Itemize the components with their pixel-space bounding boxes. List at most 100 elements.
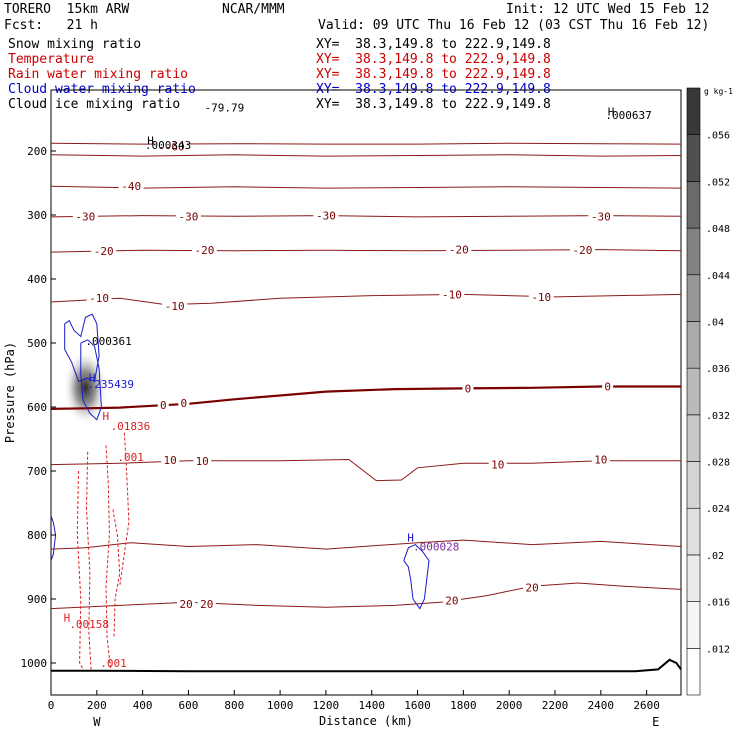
- cloud-water-contour: [50, 515, 57, 561]
- temperature-contour-label: -30: [179, 210, 199, 223]
- temperature-contour: [50, 539, 682, 550]
- rain-mixing-contour: [119, 432, 130, 587]
- rain-mixing-contour: [76, 470, 84, 670]
- x-tick-label: 2200: [542, 699, 569, 712]
- x-tick-label: 1200: [313, 699, 340, 712]
- plot-frame: [50, 89, 682, 696]
- colorbar-swatch: [686, 87, 701, 135]
- temperature-contour: [50, 185, 682, 189]
- cloud-water-contour: [80, 339, 102, 421]
- x-tick-label: 2600: [633, 699, 660, 712]
- temperature-contour-label: -30: [316, 210, 336, 223]
- cloud-ice-max-label: .000637: [605, 109, 651, 122]
- snow-max-marker: H: [147, 135, 154, 148]
- rain-label: .01836: [111, 420, 151, 433]
- temperature-contour-label: 20: [200, 598, 213, 611]
- temperature-contour: [50, 582, 682, 610]
- west-label: W: [93, 715, 101, 729]
- cloud-water-label: .000361: [85, 335, 131, 348]
- colorbar-swatch: [686, 507, 701, 556]
- contour-value-label: -79.79: [204, 101, 244, 114]
- x-tick-label: 1800: [450, 699, 477, 712]
- temperature-contour-label: -60: [165, 141, 185, 154]
- field-name-snow: Snow mixing ratio: [8, 37, 142, 52]
- rain-label: .00158: [69, 618, 109, 631]
- rain-mixing-contour: [85, 451, 92, 670]
- cloud-water-contour: [403, 544, 430, 610]
- colorbar-tick-label: .028: [706, 458, 730, 469]
- terrain-line: [51, 658, 682, 673]
- temperature-contour-label: -20: [449, 244, 469, 257]
- colorbar-tick-label: .016: [706, 598, 730, 609]
- temperature-contour-label: 0: [604, 381, 611, 394]
- temperature-contour-label: 10: [164, 454, 177, 467]
- colorbar-tick-label: .032: [706, 411, 730, 422]
- temperature-contour-label: -10: [165, 300, 185, 313]
- temperature-contour-label: 0: [181, 397, 188, 410]
- y-tick-label: 600: [27, 401, 47, 414]
- center-label: NCAR/MMM: [222, 2, 285, 17]
- y-tick-label: 800: [27, 529, 47, 542]
- temperature-contour: [50, 385, 681, 410]
- y-tick-label: 400: [27, 273, 47, 286]
- cloud-water-label: .000028: [413, 540, 459, 553]
- temperature-contour-label: -40: [121, 180, 141, 193]
- colorbar-swatch: [686, 274, 701, 322]
- temperature-contour-label: -10: [442, 288, 462, 301]
- temperature-contour-label: 0: [465, 382, 472, 395]
- east-label: E: [652, 715, 659, 729]
- field-name-temperature: Temperature: [8, 52, 95, 67]
- snow-max-label: .000343: [145, 139, 191, 152]
- temperature-contour-label: -20: [94, 245, 114, 258]
- colorbar-swatch: [686, 367, 701, 416]
- temperature-contour: [50, 458, 681, 482]
- x-axis-label: Distance (km): [319, 714, 413, 728]
- rain-max-marker: H: [64, 611, 71, 624]
- temperature-contour-label: -10: [531, 291, 551, 304]
- field-name-rain: Rain water mixing ratio: [8, 67, 189, 82]
- init-time: Init: 12 UTC Wed 15 Feb 12: [506, 2, 710, 17]
- temperature-contour-label: 20: [180, 598, 193, 611]
- temperature-contour-label: -10: [89, 292, 109, 305]
- rain-max-marker: H: [103, 410, 110, 423]
- x-tick-label: 2000: [496, 699, 523, 712]
- temperature-contour-label: -20: [195, 244, 215, 257]
- colorbar-swatch: [686, 461, 701, 509]
- x-tick-label: 1600: [404, 699, 431, 712]
- temperature-contour-label: -30: [75, 210, 95, 223]
- x-tick-label: 1000: [267, 699, 294, 712]
- x-tick-label: 200: [87, 699, 107, 712]
- temperature-contour-label: 0: [160, 399, 167, 412]
- x-tick-label: 400: [133, 699, 153, 712]
- cloud-water-max-label: .235439: [88, 378, 134, 391]
- temperature-contour: [50, 154, 682, 157]
- field-xy-snow: XY= 38.3,149.8 to 222.9,149.8: [316, 37, 551, 52]
- rain-label: .001: [117, 451, 144, 464]
- cloud-water-max-marker: H: [407, 531, 414, 544]
- valid-time: Valid: 09 UTC Thu 16 Feb 12 (03 CST Thu …: [318, 18, 710, 33]
- temperature-contour-label: 20: [445, 594, 458, 607]
- y-tick-label: 1000: [21, 657, 48, 670]
- colorbar-swatch: [686, 134, 701, 182]
- colorbar-tick-label: .024: [706, 504, 730, 515]
- y-tick-label: 300: [27, 209, 47, 222]
- forecast-hour: Fcst: 21 h: [4, 18, 98, 33]
- colorbar-unit-label: g kg-1: [704, 87, 733, 96]
- colorbar-tick-label: .048: [706, 224, 730, 235]
- temperature-contour-label: 10: [491, 459, 504, 472]
- colorbar-tick-label: .036: [706, 364, 730, 375]
- rain-mixing-contour: [112, 509, 121, 638]
- colorbar-swatch: [686, 601, 701, 649]
- y-tick-label: 500: [27, 337, 47, 350]
- rain-label: .001: [100, 657, 127, 670]
- colorbar-tick-label: .04: [706, 317, 724, 328]
- field-xy-temperature: XY= 38.3,149.8 to 222.9,149.8: [316, 52, 551, 67]
- colorbar-swatch: [686, 181, 701, 229]
- x-tick-label: 600: [179, 699, 199, 712]
- temperature-contour-label: 10: [594, 453, 607, 466]
- y-tick-label: 900: [27, 593, 47, 606]
- rain-mixing-contour: [105, 445, 112, 670]
- temperature-contour: [50, 293, 682, 306]
- x-tick-label: 2400: [588, 699, 615, 712]
- x-tick-label: 800: [224, 699, 244, 712]
